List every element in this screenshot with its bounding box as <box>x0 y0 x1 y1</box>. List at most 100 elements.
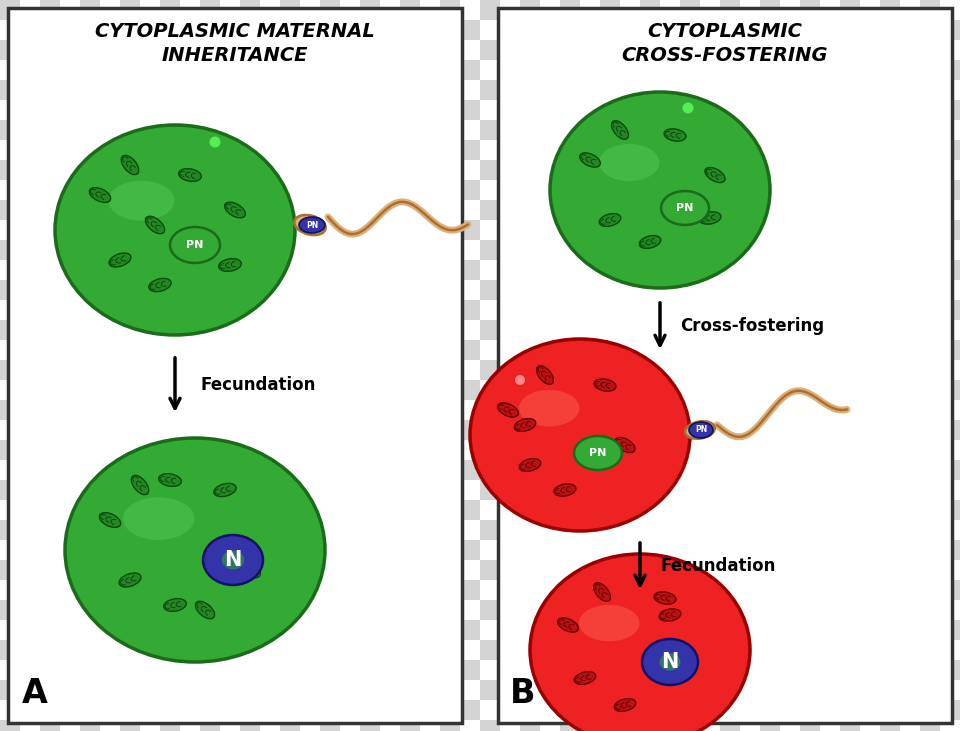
Bar <box>200 720 220 731</box>
Bar <box>280 380 300 400</box>
Bar <box>360 660 380 680</box>
Bar <box>140 460 160 480</box>
Bar <box>940 380 960 400</box>
Bar <box>860 360 880 380</box>
Bar <box>20 300 40 320</box>
Ellipse shape <box>660 609 681 621</box>
Bar <box>820 280 840 300</box>
Bar <box>700 320 720 340</box>
Bar <box>760 660 780 680</box>
Bar <box>380 220 400 240</box>
Bar <box>400 420 420 440</box>
Bar <box>220 460 240 480</box>
Bar <box>920 80 940 100</box>
Bar <box>740 160 760 180</box>
Bar <box>260 120 280 140</box>
Bar <box>440 40 460 60</box>
Bar <box>740 540 760 560</box>
Bar <box>740 60 760 80</box>
Bar <box>520 340 540 360</box>
Bar <box>640 540 660 560</box>
Bar <box>780 400 800 420</box>
Bar <box>800 60 820 80</box>
Bar <box>880 0 900 20</box>
Bar <box>80 200 100 220</box>
Bar <box>580 540 600 560</box>
Bar <box>280 60 300 80</box>
Bar <box>580 60 600 80</box>
Bar <box>320 620 340 640</box>
Bar <box>600 380 620 400</box>
Bar <box>400 540 420 560</box>
Bar <box>800 320 820 340</box>
Bar <box>480 280 500 300</box>
Bar <box>760 580 780 600</box>
Bar <box>320 160 340 180</box>
Bar <box>300 120 320 140</box>
Bar <box>260 100 280 120</box>
Bar <box>260 420 280 440</box>
Bar <box>240 120 260 140</box>
Bar <box>880 260 900 280</box>
Bar <box>620 140 640 160</box>
Bar <box>620 360 640 380</box>
Bar <box>420 720 440 731</box>
Bar <box>840 560 860 580</box>
Bar <box>240 440 260 460</box>
Bar <box>700 60 720 80</box>
Ellipse shape <box>580 153 600 167</box>
Bar <box>100 640 120 660</box>
Bar <box>600 120 620 140</box>
Bar <box>300 40 320 60</box>
Bar <box>800 420 820 440</box>
Bar <box>260 300 280 320</box>
Bar <box>740 0 760 20</box>
Bar <box>80 620 100 640</box>
Bar <box>700 240 720 260</box>
Bar <box>720 500 740 520</box>
Ellipse shape <box>203 535 263 585</box>
Bar <box>600 300 620 320</box>
Bar <box>780 540 800 560</box>
Bar <box>900 300 920 320</box>
Bar <box>620 60 640 80</box>
Bar <box>460 200 480 220</box>
Bar <box>200 420 220 440</box>
Bar <box>680 20 700 40</box>
Bar <box>880 300 900 320</box>
Text: A: A <box>22 677 48 710</box>
Bar <box>440 400 460 420</box>
Bar <box>600 540 620 560</box>
Bar <box>300 640 320 660</box>
Bar <box>120 540 140 560</box>
Bar <box>200 640 220 660</box>
Bar <box>440 460 460 480</box>
Bar <box>440 100 460 120</box>
Bar <box>780 500 800 520</box>
Bar <box>420 460 440 480</box>
Bar <box>500 200 520 220</box>
Bar <box>560 380 580 400</box>
Bar <box>180 620 200 640</box>
Bar <box>280 220 300 240</box>
Bar <box>680 40 700 60</box>
Bar <box>200 540 220 560</box>
Bar <box>820 340 840 360</box>
Bar <box>440 160 460 180</box>
Bar <box>80 600 100 620</box>
Bar <box>280 500 300 520</box>
Bar <box>760 540 780 560</box>
Bar <box>620 0 640 20</box>
Bar <box>40 60 60 80</box>
Bar <box>640 160 660 180</box>
Bar <box>800 260 820 280</box>
Bar <box>780 20 800 40</box>
Bar <box>180 360 200 380</box>
Bar <box>660 320 680 340</box>
Bar <box>720 660 740 680</box>
Bar <box>800 400 820 420</box>
Bar <box>500 160 520 180</box>
Bar <box>360 720 380 731</box>
Bar <box>460 580 480 600</box>
Bar <box>840 140 860 160</box>
